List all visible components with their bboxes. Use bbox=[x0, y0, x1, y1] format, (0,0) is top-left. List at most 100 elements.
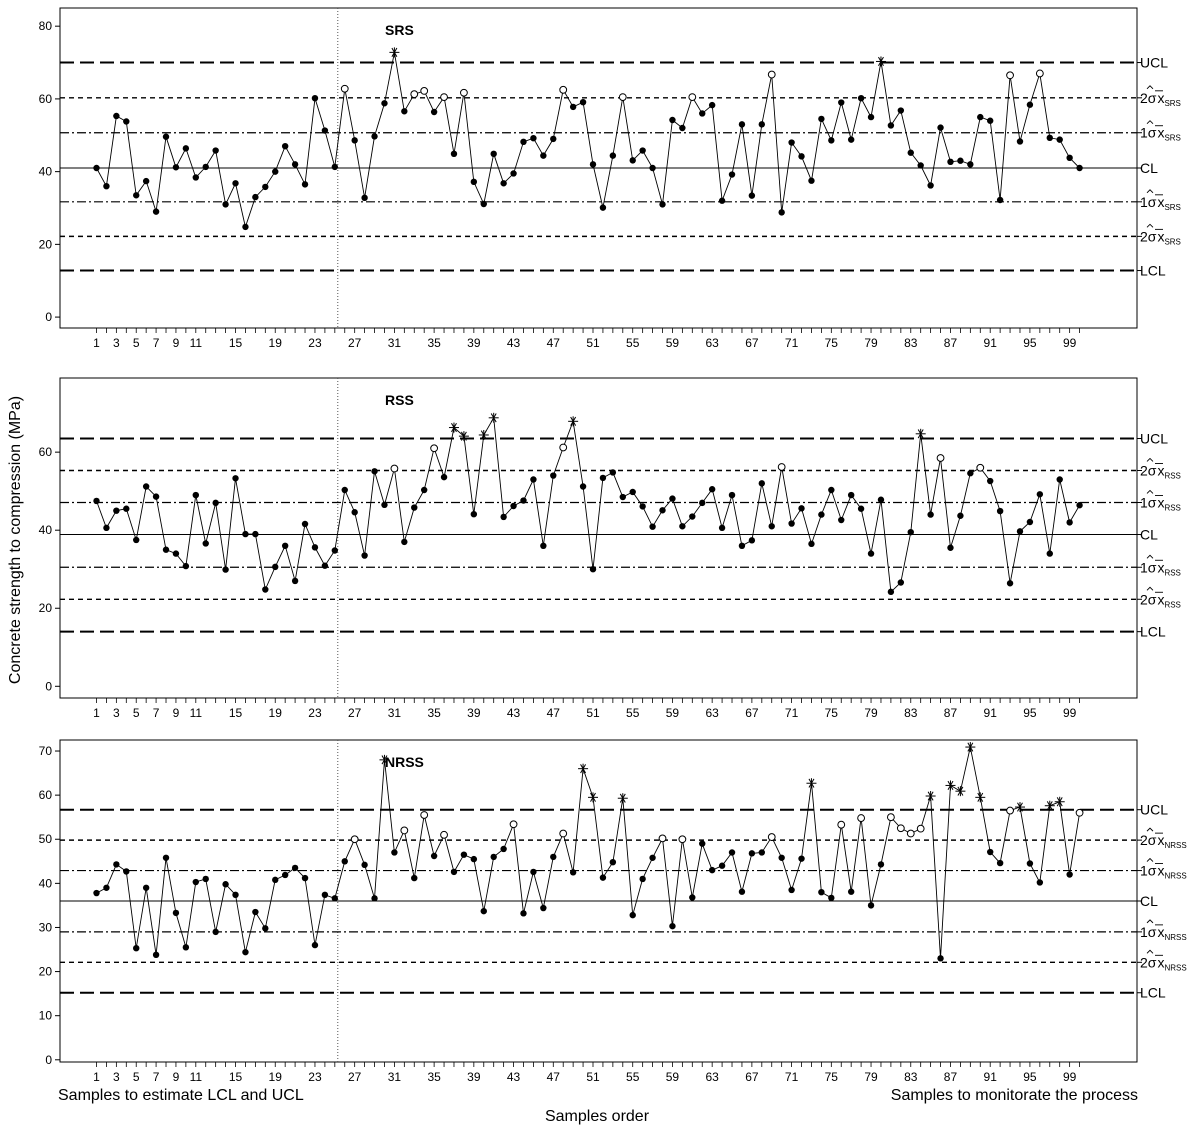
data-point bbox=[718, 862, 726, 869]
y-tick-label: 30 bbox=[39, 920, 53, 934]
data-point bbox=[699, 110, 706, 117]
data-point bbox=[987, 117, 994, 124]
data-point bbox=[172, 550, 180, 557]
data-point bbox=[738, 888, 746, 895]
data-point bbox=[1046, 134, 1053, 142]
y-tick-label: 10 bbox=[39, 1009, 53, 1023]
data-point bbox=[778, 854, 785, 861]
data-point-out-of-control bbox=[379, 754, 390, 765]
data-point bbox=[619, 493, 626, 501]
limit-label-plus1: 1σxNRSS bbox=[1140, 863, 1187, 881]
limit-label-minus1: 1σxSRS bbox=[1140, 194, 1181, 212]
x-tick-label: 95 bbox=[1023, 1070, 1037, 1084]
x-tick-label: 71 bbox=[785, 336, 799, 350]
hat-mark bbox=[1146, 85, 1154, 90]
xbar-symbol: x bbox=[1157, 559, 1164, 575]
data-point-warning bbox=[390, 464, 399, 473]
x-tick-label: 11 bbox=[190, 336, 203, 350]
hat-mark bbox=[1146, 857, 1154, 862]
data-point-warning bbox=[559, 829, 568, 838]
data-point bbox=[103, 182, 110, 190]
x-tick-label: 1 bbox=[93, 1070, 100, 1084]
x-tick-label: 7 bbox=[153, 1070, 160, 1084]
x-tick-label: 63 bbox=[705, 1070, 719, 1084]
x-tick-label: 87 bbox=[944, 336, 958, 350]
data-point bbox=[907, 528, 914, 536]
data-point bbox=[599, 874, 607, 881]
data-point bbox=[93, 889, 100, 897]
x-tick-label: 63 bbox=[705, 336, 719, 350]
x-tick-label: 51 bbox=[586, 336, 600, 350]
data-point bbox=[162, 546, 170, 553]
data-point-out-of-control bbox=[925, 791, 936, 802]
data-point bbox=[818, 888, 825, 896]
x-tick-label: 27 bbox=[348, 1070, 362, 1084]
x-tick-label: 51 bbox=[586, 706, 600, 720]
data-point bbox=[321, 562, 329, 569]
data-point bbox=[311, 94, 319, 102]
data-point-warning bbox=[559, 85, 568, 94]
data-point-warning bbox=[340, 84, 349, 93]
data-point-out-of-control bbox=[488, 412, 499, 423]
data-point bbox=[639, 147, 646, 154]
data-point bbox=[818, 511, 825, 518]
series-line bbox=[96, 747, 1081, 959]
data-point bbox=[877, 861, 885, 868]
hat-mark bbox=[1146, 457, 1154, 462]
data-point bbox=[152, 208, 160, 215]
data-point bbox=[838, 99, 845, 106]
data-point bbox=[420, 486, 428, 494]
data-point bbox=[550, 472, 557, 479]
data-point bbox=[550, 853, 557, 861]
data-point bbox=[758, 480, 766, 487]
data-point bbox=[272, 168, 279, 175]
data-point-out-of-control bbox=[875, 56, 886, 67]
data-point bbox=[738, 542, 746, 550]
subscript: NRSS bbox=[1164, 933, 1186, 942]
x-tick-label: 3 bbox=[113, 336, 120, 350]
data-point bbox=[609, 152, 617, 159]
limit-label-plus2: 2σxSRS bbox=[1140, 90, 1181, 108]
data-point bbox=[480, 907, 487, 915]
data-point bbox=[212, 147, 219, 154]
data-point bbox=[381, 501, 388, 509]
footer-right-label: Samples to monitorate the process bbox=[891, 1087, 1138, 1104]
data-point bbox=[371, 895, 378, 902]
limit-label-cl: CL bbox=[1140, 526, 1158, 542]
data-point bbox=[520, 910, 527, 917]
x-tick-label: 9 bbox=[173, 336, 180, 350]
hat-mark bbox=[1146, 223, 1154, 228]
x-tick-label: 75 bbox=[825, 706, 839, 720]
y-tick-label: 20 bbox=[39, 237, 53, 251]
data-point bbox=[470, 178, 478, 186]
x-tick-label: 99 bbox=[1063, 336, 1077, 350]
x-tick-label: 99 bbox=[1063, 706, 1077, 720]
limit-label-ucl: UCL bbox=[1140, 55, 1168, 71]
x-tick-label: 51 bbox=[586, 1070, 600, 1084]
data-point bbox=[192, 174, 199, 181]
limit-label-ucl: UCL bbox=[1140, 430, 1168, 446]
x-tick-label: 59 bbox=[666, 706, 680, 720]
data-point bbox=[272, 563, 279, 571]
x-tick-label: 27 bbox=[348, 336, 362, 350]
data-point bbox=[689, 513, 696, 520]
y-tick-label: 60 bbox=[39, 788, 53, 802]
data-point bbox=[748, 537, 756, 544]
limit-label-lcl: LCL bbox=[1140, 985, 1166, 1001]
data-point bbox=[361, 194, 368, 202]
data-point bbox=[361, 552, 368, 559]
limit-label-lcl: LCL bbox=[1140, 263, 1166, 279]
y-tick-label: 80 bbox=[39, 19, 53, 33]
data-point bbox=[470, 510, 478, 518]
data-point bbox=[1006, 580, 1014, 587]
data-point bbox=[828, 137, 835, 144]
data-point bbox=[252, 530, 259, 538]
x-tick-label: 47 bbox=[547, 1070, 561, 1084]
x-tick-label: 43 bbox=[507, 1070, 521, 1084]
data-point-warning bbox=[906, 829, 915, 838]
data-point bbox=[847, 136, 855, 143]
data-point bbox=[937, 124, 944, 131]
x-tick-label: 1 bbox=[93, 706, 100, 720]
data-point bbox=[957, 512, 964, 519]
x-tick-label: 23 bbox=[308, 1070, 322, 1084]
